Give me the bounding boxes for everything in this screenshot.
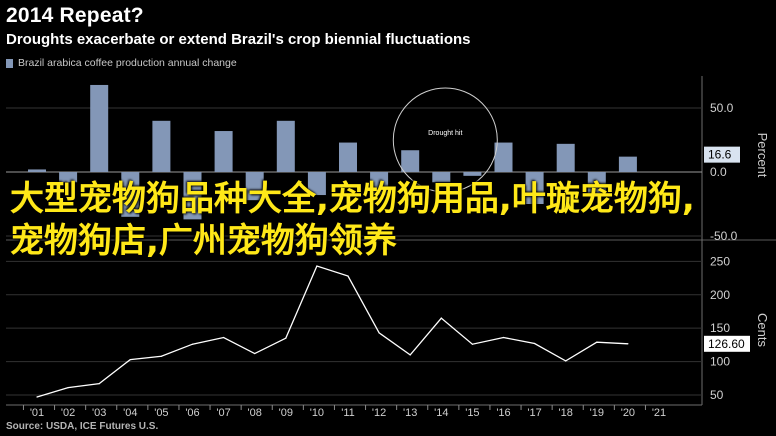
bottom-ytick-label: 50 [710,388,724,402]
bottom-ytick-label: 200 [710,288,730,302]
bottom-ytick-label: 250 [710,254,730,268]
price-point [223,336,225,339]
bar [494,142,513,172]
bar [525,172,544,204]
bottom-last-value-label: 126.60 [708,337,745,351]
price-point [502,336,505,339]
bar [276,120,295,172]
bar [59,172,78,183]
bar [90,84,109,172]
bar [401,150,420,172]
bar [183,172,202,220]
x-tick-label: '11 [341,407,355,419]
x-tick-label: '01 [30,407,44,419]
price-point [36,396,38,398]
price-point [440,317,442,319]
price-point [160,355,162,357]
top-ytick-label: 0.0 [710,165,727,179]
bar [370,172,389,196]
x-tick-label: '12 [372,407,386,419]
x-tick-label: '18 [559,407,573,419]
top-last-value-label: 16.6 [708,148,732,162]
bottom-last-value-box [704,335,750,352]
price-point [409,354,411,356]
bar [245,172,264,201]
bottom-ytick-label: 100 [710,355,730,369]
x-tick-label: '19 [590,407,604,419]
bar [307,172,326,196]
bar [121,172,140,217]
x-tick-label: '03 [92,407,106,419]
price-point [98,383,100,385]
chart-subtitle: Droughts exacerbate or extend Brazil's c… [6,31,471,48]
annotation-label: Drought hit [428,130,462,137]
price-point [67,387,69,389]
x-tick-label: '15 [465,407,479,419]
bar [587,172,606,196]
top-ylabel: Percent [755,133,770,178]
bar [463,172,482,176]
overlay-caption: 大型宠物狗品种大全,宠物狗用品,叶璇宠物狗,宠物狗店,广州宠物狗领养 [10,179,695,261]
bar [339,142,357,172]
price-point [316,265,318,267]
x-tick-label: '06 [185,407,199,419]
bar [556,143,575,172]
bar [28,169,46,172]
price-point [191,343,194,345]
x-tick-label: '10 [310,407,324,419]
x-tick-label: '20 [621,407,635,419]
legend-swatch [6,58,13,68]
price-point [471,343,473,345]
price-point [565,360,567,362]
chart-title: 2014 Repeat? [6,4,144,27]
bar [152,120,171,172]
price-point [534,342,536,345]
price-point [347,275,349,277]
price-point [627,343,629,345]
price-line [36,265,628,398]
bar [432,172,451,183]
price-point [129,358,131,361]
x-tick-label: '05 [154,407,168,419]
legend: Brazil arabica coffee production annual … [6,57,237,69]
bottom-ylabel: Cents [755,313,770,347]
top-ytick-label: 50.0 [710,101,734,115]
annotation-circle [392,87,498,193]
price-point [596,341,598,343]
bar [618,156,637,172]
top-last-value-box [704,146,740,163]
bottom-ytick-label: 150 [710,321,730,335]
x-tick-label: '07 [216,407,230,419]
bar [214,131,233,172]
legend-label: Brazil arabica coffee production annual … [18,57,237,69]
x-tick-label: '21 [652,407,666,419]
price-point [254,352,256,355]
x-tick-label: '14 [434,407,448,419]
x-tick-label: '16 [496,407,510,419]
x-tick-label: '04 [123,407,137,419]
x-tick-label: '09 [279,407,293,419]
top-ytick-label: -50.0 [710,229,738,243]
x-tick-label: '13 [403,407,417,419]
price-point [285,337,287,339]
x-tick-label: '08 [248,407,262,419]
price-point [378,332,380,334]
source-note: Source: USDA, ICE Futures U.S. [6,421,159,432]
x-tick-label: '17 [527,407,541,419]
x-tick-label: '02 [61,407,75,419]
